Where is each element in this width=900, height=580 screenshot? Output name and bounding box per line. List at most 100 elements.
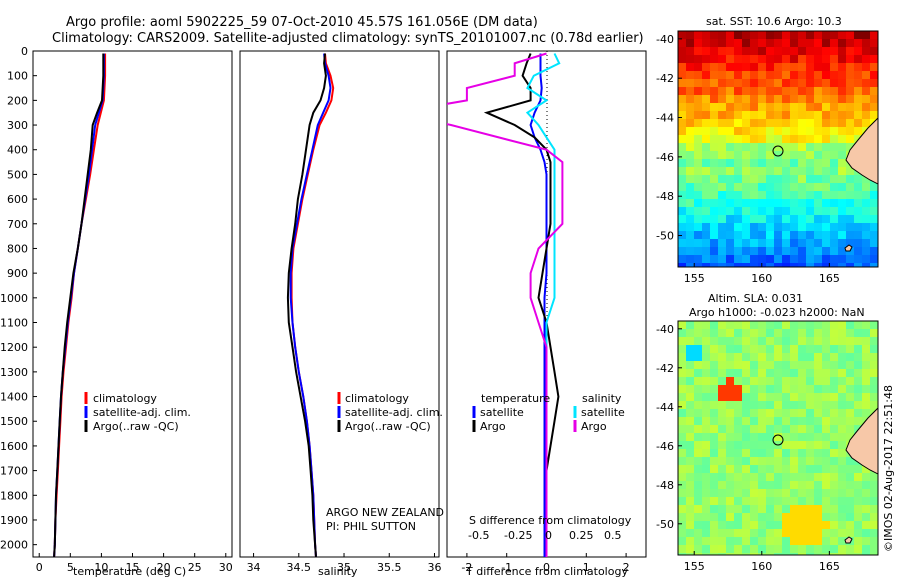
- sla-cell: [838, 497, 846, 505]
- sst-cell: [806, 207, 814, 215]
- sst-cell: [870, 207, 878, 215]
- sla-cell: [822, 465, 830, 473]
- sst-cell: [694, 103, 702, 111]
- sla-cell: [790, 329, 798, 337]
- x-tick-label: 10: [94, 561, 108, 574]
- sst-cell: [822, 39, 830, 47]
- sst-cell: [838, 95, 846, 103]
- sla-cell: [822, 401, 830, 409]
- sla-cell: [806, 537, 814, 545]
- sst-cell: [718, 151, 726, 159]
- sst-cell: [782, 151, 790, 159]
- sst-cell: [710, 191, 718, 199]
- sla-cell: [750, 457, 758, 465]
- sst-cell: [838, 199, 846, 207]
- legend-satellite-label: satellite-adj. clim.: [93, 406, 191, 419]
- sst-cell: [814, 175, 822, 183]
- sst-cell: [686, 63, 694, 71]
- x-tick-label: 1: [583, 561, 590, 574]
- sla-cell: [718, 393, 726, 401]
- sst-cell: [798, 135, 806, 143]
- sla-cell: [726, 433, 734, 441]
- sla-cell: [838, 449, 846, 457]
- sla-cell: [742, 377, 750, 385]
- sst-cell: [854, 31, 862, 39]
- sst-cell: [846, 255, 854, 263]
- sla-cell: [686, 401, 694, 409]
- sst-cell: [734, 47, 742, 55]
- sst-heatmap: [678, 31, 878, 267]
- sst-cell: [814, 207, 822, 215]
- sst-cell: [726, 55, 734, 63]
- sst-cell: [790, 263, 798, 267]
- sst-cell: [686, 39, 694, 47]
- sla-cell: [782, 401, 790, 409]
- sla-cell: [870, 345, 878, 353]
- sst-cell: [686, 31, 694, 39]
- sla-cell: [758, 457, 766, 465]
- sst-cell: [750, 199, 758, 207]
- sst-cell: [854, 95, 862, 103]
- sla-cell: [694, 545, 702, 553]
- sst-cell: [798, 239, 806, 247]
- sst-cell: [806, 127, 814, 135]
- sla-cell: [830, 433, 838, 441]
- sla-cell: [726, 409, 734, 417]
- sst-cell: [758, 71, 766, 79]
- sst-cell: [718, 87, 726, 95]
- s-difference-axis-label: S difference from climatology: [469, 514, 632, 527]
- sst-cell: [870, 39, 878, 47]
- sla-cell: [750, 433, 758, 441]
- sla-cell: [742, 369, 750, 377]
- sst-cell: [822, 175, 830, 183]
- sla-cell: [838, 505, 846, 513]
- sst-cell: [710, 175, 718, 183]
- sla-cell: [798, 497, 806, 505]
- sla-cell: [814, 521, 822, 529]
- sst-cell: [702, 71, 710, 79]
- sst-cell: [734, 103, 742, 111]
- sst-cell: [758, 111, 766, 119]
- sst-cell: [726, 231, 734, 239]
- sla-cell: [806, 473, 814, 481]
- sla-cell: [782, 505, 790, 513]
- sst-cell: [678, 47, 686, 55]
- sla-cell: [742, 553, 750, 555]
- sla-cell: [694, 353, 702, 361]
- sla-cell: [814, 385, 822, 393]
- sst-cell: [694, 151, 702, 159]
- sla-cell: [686, 417, 694, 425]
- sla-cell: [798, 409, 806, 417]
- sla-cell: [758, 353, 766, 361]
- sst-cell: [798, 199, 806, 207]
- sla-cell: [678, 513, 686, 521]
- sla-cell: [870, 385, 878, 393]
- sla-cell: [694, 337, 702, 345]
- sst-cell: [766, 119, 774, 127]
- sla-map-panel: Altim. SLA: 0.031 Argo h1000: -0.023 h20…: [656, 292, 879, 573]
- sst-cell: [774, 127, 782, 135]
- sst-cell: [694, 119, 702, 127]
- sla-cell: [806, 425, 814, 433]
- sla-cell: [766, 433, 774, 441]
- sst-cell: [702, 231, 710, 239]
- sst-cell: [814, 63, 822, 71]
- sst-cell: [774, 175, 782, 183]
- sla-cell: [718, 417, 726, 425]
- sst-cell: [750, 215, 758, 223]
- sla-cell: [862, 369, 870, 377]
- sla-cell: [854, 393, 862, 401]
- sst-cell: [678, 95, 686, 103]
- sla-cell: [774, 417, 782, 425]
- sst-cell: [838, 63, 846, 71]
- sst-cell: [782, 215, 790, 223]
- sla-cell: [830, 329, 838, 337]
- sla-cell: [686, 441, 694, 449]
- sst-cell: [710, 215, 718, 223]
- sst-cell: [678, 151, 686, 159]
- sst-cell: [734, 63, 742, 71]
- sla-cell: [758, 489, 766, 497]
- sst-cell: [734, 87, 742, 95]
